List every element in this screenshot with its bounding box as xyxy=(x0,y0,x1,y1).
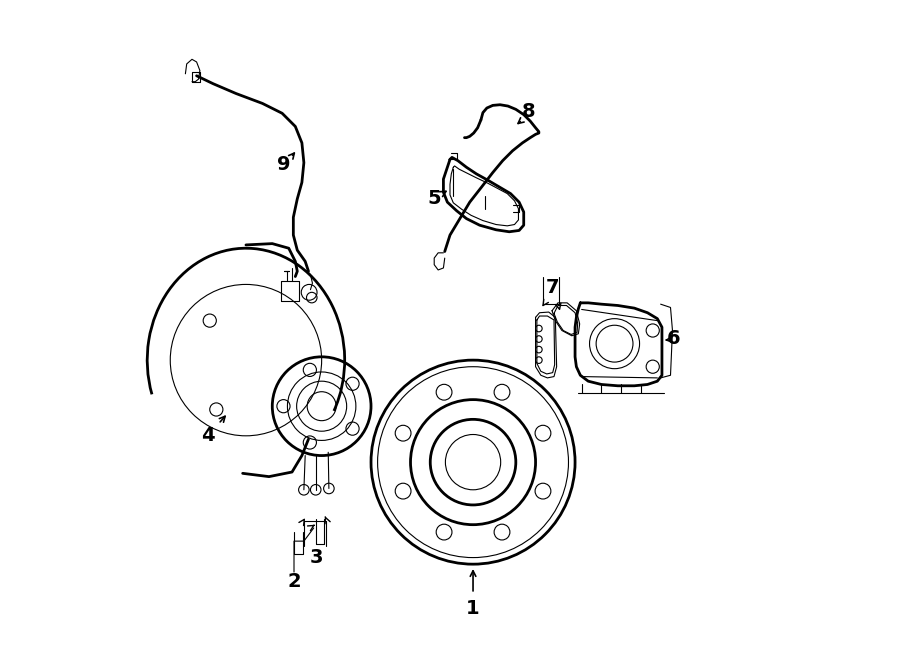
Text: 7: 7 xyxy=(545,278,559,297)
Text: 6: 6 xyxy=(667,329,680,348)
Text: 3: 3 xyxy=(310,548,323,567)
Text: 8: 8 xyxy=(522,102,536,122)
Text: 1: 1 xyxy=(466,599,480,618)
Text: 9: 9 xyxy=(277,155,291,174)
Text: 4: 4 xyxy=(201,426,214,446)
Text: 2: 2 xyxy=(287,572,301,592)
Text: 5: 5 xyxy=(428,189,441,208)
